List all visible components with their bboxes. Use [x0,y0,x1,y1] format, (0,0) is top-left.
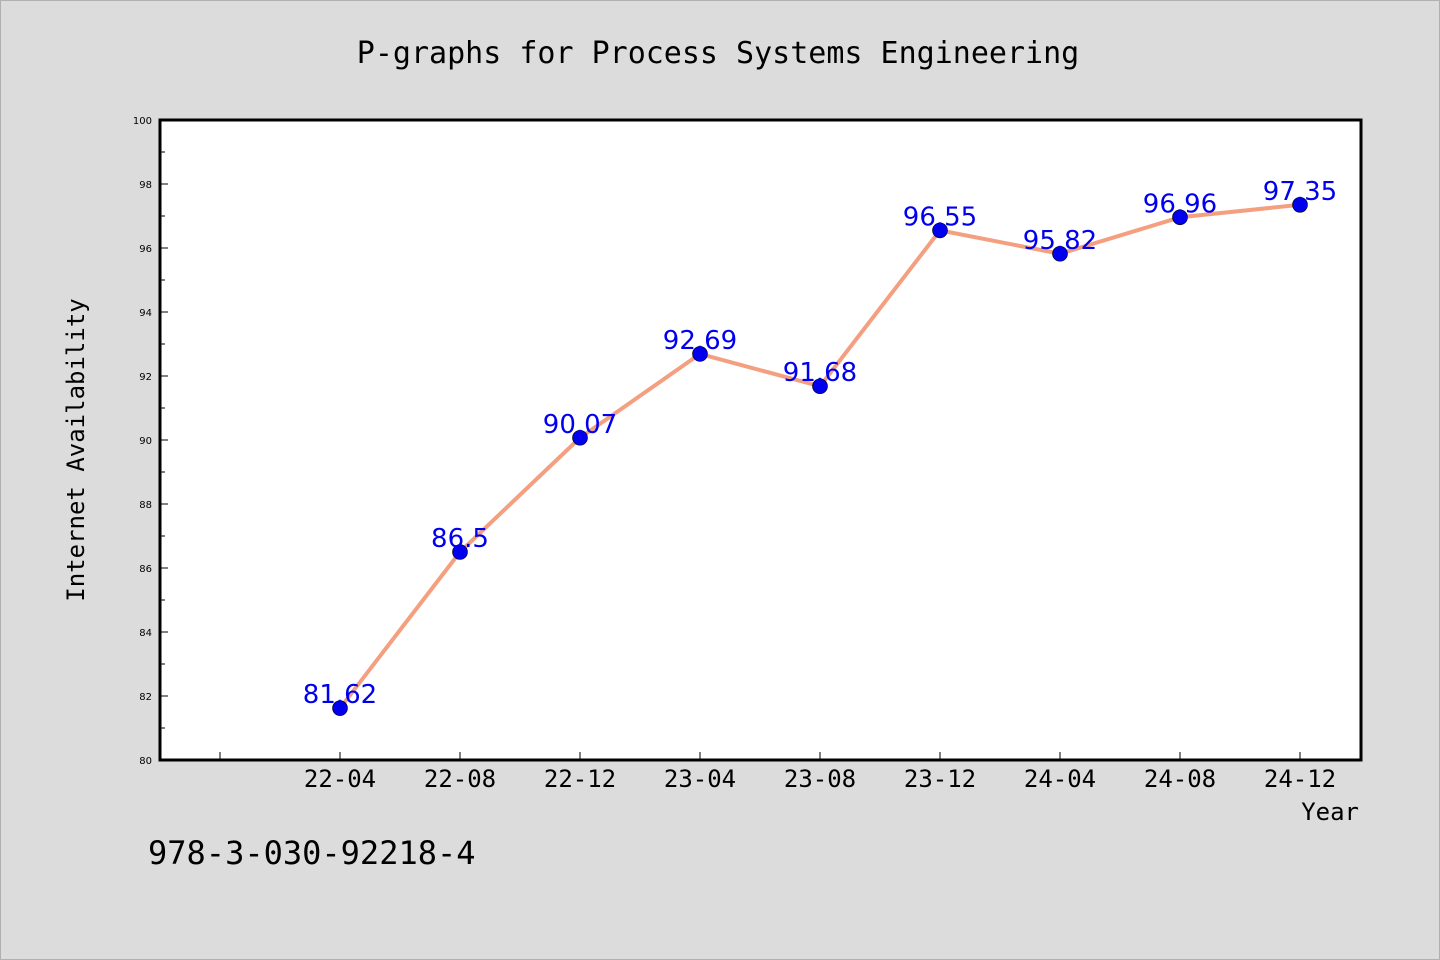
data-point [452,544,468,560]
data-point [572,429,588,446]
y-tick-label: 82 [139,692,152,703]
y-tick-label: 84 [139,628,152,639]
x-axis: 22-04 22-08 22-12 23-04 23-08 23-12 24-04 24-08… [219,752,1336,793]
x-tick-label: 23-04 [664,765,736,793]
y-tick-label: 96 [139,244,152,255]
y-tick-label: 92 [139,372,152,383]
data-label: 96.96 [1143,189,1217,219]
y-axis: 80 82 84 86 88 90 92 94 96 98 100 [133,116,168,767]
x-tick-label: 24-08 [1144,765,1216,793]
data-point [812,378,828,395]
data-point [932,222,948,239]
data-label: 96.55 [903,202,977,232]
data-point [1052,245,1068,262]
data-label: 92.69 [663,326,737,356]
x-tick-label: 22-08 [424,765,496,793]
y-axis-label: Internet Availability [62,298,90,601]
chart-title: P-graphs for Process Systems Engineering [357,36,1079,71]
x-tick-label: 24-12 [1264,765,1336,793]
data-label: 86.5 [431,524,489,554]
data-label: 97.35 [1263,177,1337,207]
data-point [1292,197,1308,213]
data-series: 81.62 86.5 90.07 92.69 91.68 96.55 95.82 96.96 9… [303,177,1337,716]
x-tick-label: 22-04 [304,765,376,793]
data-point [332,700,348,716]
data-label: 95.82 [1023,226,1097,256]
y-tick-label: 88 [139,500,152,511]
data-label: 90.07 [543,410,617,440]
plot-area [158,118,1363,762]
data-point [692,346,708,362]
x-tick-label: 23-12 [904,765,976,793]
y-tick-label: 98 [139,180,152,191]
y-tick-label: 86 [139,564,152,575]
data-label: 91.68 [783,358,857,388]
x-tick-label: 22-12 [544,765,616,793]
x-tick-label: 23-08 [784,765,856,793]
data-point [1172,209,1188,226]
y-tick-label: 100 [133,116,152,127]
x-tick-label: 24-04 [1024,765,1096,793]
isbn-annotation: 978-3-030-92218-4 [148,834,476,872]
y-tick-label: 90 [139,436,152,447]
y-tick-label: 80 [139,756,152,767]
x-axis-label: Year [1301,798,1359,826]
y-tick-label: 94 [139,308,152,319]
data-label: 81.62 [303,680,377,710]
